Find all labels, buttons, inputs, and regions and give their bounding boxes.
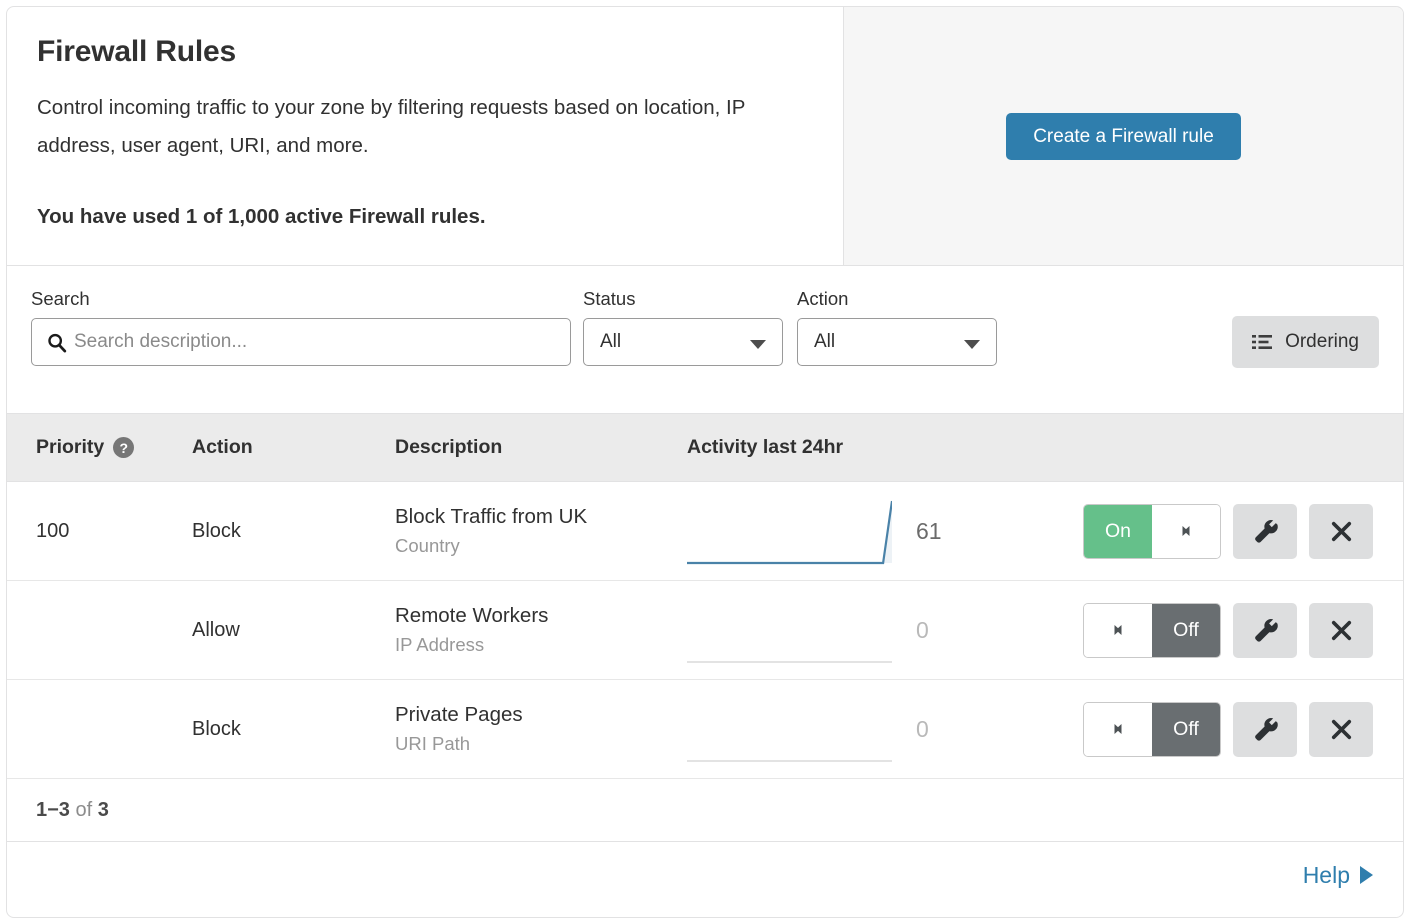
cell-activity: 0 — [687, 693, 1073, 765]
action-select[interactable]: All — [797, 318, 997, 366]
rule-description: Block Traffic from UK — [395, 505, 588, 528]
cell-action: Allow — [192, 618, 240, 641]
page-title: Firewall Rules — [37, 35, 236, 68]
chevron-down-icon — [750, 340, 766, 349]
create-firewall-rule-button[interactable]: Create a Firewall rule — [1006, 112, 1241, 160]
cell-priority: 100 — [36, 519, 70, 542]
action-filter-field: Action All — [797, 288, 997, 366]
table-row: Allow Remote Workers IP Address 0 Off — [7, 581, 1403, 680]
header-text-block: Firewall Rules Control incoming traffic … — [7, 7, 844, 265]
action-label: Action — [797, 288, 849, 309]
page-description: Control incoming traffic to your zone by… — [37, 96, 746, 157]
activity-sparkline — [687, 693, 892, 765]
close-icon — [1331, 719, 1351, 739]
cell-description: Private Pages URI Path — [395, 702, 687, 756]
cell-activity: 61 — [687, 495, 1073, 567]
rule-description-subtype: Country — [395, 535, 460, 556]
cell-description: Block Traffic from UK Country — [395, 504, 687, 558]
action-select-value: All — [814, 331, 836, 352]
cell-controls: Off — [1073, 701, 1403, 757]
edit-rule-button[interactable] — [1233, 602, 1297, 658]
delete-rule-button[interactable] — [1309, 701, 1373, 757]
column-header-priority-label: Priority — [36, 436, 105, 458]
column-header-activity: Activity last 24hr — [687, 436, 844, 458]
toggle-state-label: Off — [1152, 603, 1220, 657]
priority-help-icon[interactable]: ? — [113, 437, 135, 458]
firewall-rules-card: Firewall Rules Control incoming traffic … — [6, 6, 1404, 918]
left-right-arrows-icon — [1114, 724, 1122, 734]
activity-value: 61 — [916, 517, 942, 544]
header-action-panel: Create a Firewall rule — [844, 7, 1403, 265]
column-header-action: Action — [192, 436, 253, 458]
activity-sparkline — [687, 594, 892, 666]
chevron-down-icon — [964, 340, 980, 349]
delete-rule-button[interactable] — [1309, 602, 1373, 658]
rule-enable-toggle[interactable]: On — [1083, 503, 1221, 559]
sparkline-chart — [687, 661, 892, 663]
rule-enable-toggle[interactable]: Off — [1083, 701, 1221, 757]
rule-description: Private Pages — [395, 703, 523, 726]
page-header: Firewall Rules Control incoming traffic … — [7, 7, 1403, 266]
cell-description: Remote Workers IP Address — [395, 603, 687, 657]
wrench-icon — [1254, 717, 1278, 741]
activity-value: 0 — [916, 616, 929, 643]
left-right-arrows-icon — [1182, 526, 1190, 536]
search-label: Search — [31, 288, 90, 309]
delete-rule-button[interactable] — [1309, 503, 1373, 559]
cell-controls: Off — [1073, 602, 1403, 658]
rule-description: Remote Workers — [395, 604, 549, 627]
rule-description-subtype: IP Address — [395, 634, 485, 655]
usage-summary: You have used 1 of 1,000 active Firewall… — [37, 205, 486, 228]
caret-right-icon — [1360, 866, 1373, 884]
activity-value: 0 — [916, 715, 929, 742]
sparkline-chart — [687, 760, 892, 762]
activity-sparkline — [687, 495, 894, 567]
search-field: Search — [31, 288, 571, 366]
help-link-label: Help — [1302, 861, 1350, 888]
toggle-knob[interactable] — [1152, 504, 1220, 558]
list-icon — [1252, 335, 1273, 349]
search-icon — [48, 333, 67, 353]
cell-action: Block — [192, 717, 241, 740]
search-input[interactable] — [74, 331, 570, 353]
toggle-state-label: Off — [1152, 702, 1220, 756]
search-box[interactable] — [31, 318, 571, 366]
toggle-knob[interactable] — [1084, 603, 1152, 657]
close-icon — [1331, 521, 1351, 541]
wrench-icon — [1254, 618, 1278, 642]
pagination-of: of — [75, 798, 93, 821]
status-select[interactable]: All — [583, 318, 783, 366]
toggle-state-label: On — [1084, 504, 1152, 558]
cell-action: Block — [192, 519, 241, 542]
edit-rule-button[interactable] — [1233, 503, 1297, 559]
pagination-summary: 1−3 of 3 — [7, 779, 1403, 842]
status-filter-field: Status All — [583, 288, 783, 366]
sparkline-chart — [687, 500, 894, 565]
status-label: Status — [583, 288, 636, 309]
cell-controls: On — [1073, 503, 1403, 559]
close-icon — [1331, 620, 1351, 640]
pagination-range: 1−3 — [36, 798, 70, 821]
table-row: Block Private Pages URI Path 0 Off — [7, 680, 1403, 779]
status-select-value: All — [600, 331, 622, 352]
table-header-row: Priority ? Action Description Activity l… — [7, 414, 1403, 482]
help-bar: Help — [7, 842, 1403, 908]
table-body: 100 Block Block Traffic from UK Country 61 On… — [7, 482, 1403, 779]
pagination-total: 3 — [97, 798, 109, 821]
column-header-description: Description — [395, 436, 503, 458]
cell-activity: 0 — [687, 594, 1073, 666]
rule-description-subtype: URI Path — [395, 733, 471, 754]
toggle-knob[interactable] — [1084, 702, 1152, 756]
edit-rule-button[interactable] — [1233, 701, 1297, 757]
help-link[interactable]: Help — [1303, 862, 1373, 889]
column-header-priority: Priority ? — [7, 436, 192, 459]
left-right-arrows-icon — [1114, 625, 1122, 635]
ordering-button-label: Ordering — [1285, 331, 1359, 352]
rule-enable-toggle[interactable]: Off — [1083, 602, 1221, 658]
wrench-icon — [1254, 519, 1278, 543]
ordering-button[interactable]: Ordering — [1232, 316, 1379, 368]
table-row: 100 Block Block Traffic from UK Country 61 On — [7, 482, 1403, 581]
filter-bar: Search Status All Action All — [7, 266, 1403, 414]
